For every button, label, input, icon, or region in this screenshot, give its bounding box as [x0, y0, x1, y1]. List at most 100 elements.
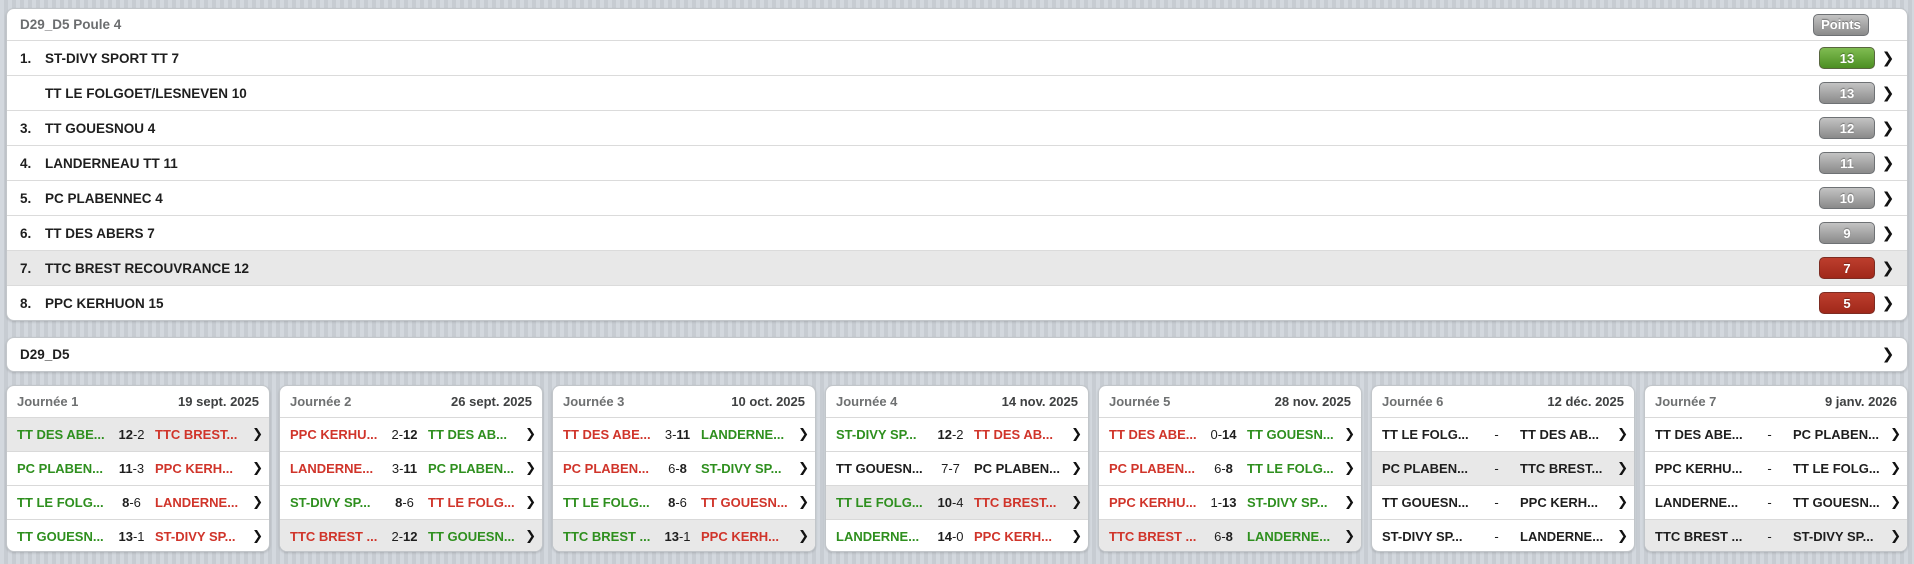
- away-team: LANDERNE...: [1247, 529, 1331, 544]
- chevron-right-icon: ❯: [1071, 427, 1082, 442]
- table-row[interactable]: TT LE FOLGOET/LESNEVEN 10 13 ❯: [7, 75, 1907, 110]
- match-row[interactable]: ST-DIVY SP... 12-2 TT DES AB... ❯: [826, 417, 1088, 451]
- match-row[interactable]: TT DES ABE... - PC PLABEN... ❯: [1645, 417, 1907, 451]
- away-team: TT GOUESN...: [428, 529, 515, 544]
- away-team: ST-DIVY SP...: [155, 529, 236, 544]
- home-score: 8: [668, 495, 676, 510]
- away-team: TT LE FOLG...: [1247, 461, 1334, 476]
- home-score: 11: [118, 461, 133, 476]
- match-row[interactable]: ST-DIVY SP... 8-6 TT LE FOLG... ❯: [280, 485, 542, 519]
- match-row[interactable]: TT DES ABE... 12-2 TTC BREST... ❯: [7, 417, 269, 451]
- standings-panel: D29_D5 Poule 4 Points 1. ST-DIVY SPORT T…: [6, 8, 1908, 321]
- round-date: 12 déc. 2025: [1547, 394, 1624, 409]
- home-score: 0: [1210, 427, 1218, 442]
- match-row[interactable]: TT LE FOLG... - TT DES AB... ❯: [1372, 417, 1634, 451]
- chevron-right-icon: ❯: [1881, 153, 1895, 172]
- home-team: TT LE FOLG...: [563, 495, 650, 510]
- match-row[interactable]: LANDERNE... 3-11 PC PLABEN... ❯: [280, 451, 542, 485]
- away-score: 2: [956, 427, 964, 442]
- round-label: Journée 2: [290, 394, 352, 409]
- table-row[interactable]: 3. TT GOUESNOU 4 12 ❯: [7, 110, 1907, 145]
- chevron-right-icon: ❯: [1881, 258, 1895, 277]
- match-row[interactable]: TT GOUESN... 13-1 ST-DIVY SP... ❯: [7, 519, 269, 551]
- score-separator: -: [1494, 529, 1499, 544]
- match-score: -: [1746, 427, 1793, 442]
- table-row[interactable]: 7. TTC BREST RECOUVRANCE 12 7 ❯: [7, 250, 1907, 285]
- match-row[interactable]: PPC KERHU... 1-13 ST-DIVY SP... ❯: [1099, 485, 1361, 519]
- round-date: 10 oct. 2025: [731, 394, 805, 409]
- table-row[interactable]: 4. LANDERNEAU TT 11 11 ❯: [7, 145, 1907, 180]
- home-team: LANDERNE...: [1655, 495, 1739, 510]
- match-row[interactable]: PC PLABEN... - TTC BREST... ❯: [1372, 451, 1634, 485]
- score-separator: -: [1767, 529, 1772, 544]
- round-card-header: Journée 2 26 sept. 2025: [280, 386, 542, 417]
- round-card-header: Journée 3 10 oct. 2025: [553, 386, 815, 417]
- match-row[interactable]: PPC KERHU... 2-12 TT DES AB... ❯: [280, 417, 542, 451]
- match-row[interactable]: TT DES ABE... 3-11 LANDERNE... ❯: [553, 417, 815, 451]
- match-row[interactable]: TT LE FOLG... 8-6 LANDERNE... ❯: [7, 485, 269, 519]
- points-badge: 13: [1819, 82, 1875, 104]
- round-matches: TT DES ABE... - PC PLABEN... ❯ PPC KERHU…: [1645, 417, 1907, 551]
- chevron-right-icon: ❯: [798, 461, 809, 476]
- table-row[interactable]: 5. PC PLABENNEC 4 10 ❯: [7, 180, 1907, 215]
- round-date: 9 janv. 2026: [1824, 394, 1897, 409]
- home-team: TT DES ABE...: [17, 427, 105, 442]
- chevron-right-icon: ❯: [1071, 529, 1082, 544]
- match-row[interactable]: TTC BREST ... 13-1 PPC KERH... ❯: [553, 519, 815, 551]
- away-team: TT LE FOLG...: [1793, 461, 1880, 476]
- match-row[interactable]: TT GOUESN... - PPC KERH... ❯: [1372, 485, 1634, 519]
- home-score: 14: [937, 529, 952, 544]
- match-row[interactable]: TT LE FOLG... 8-6 TT GOUESN... ❯: [553, 485, 815, 519]
- chevron-right-icon: ❯: [1881, 83, 1895, 102]
- home-team: TT DES ABE...: [1109, 427, 1197, 442]
- match-row[interactable]: TTC BREST ... 6-8 LANDERNE... ❯: [1099, 519, 1361, 551]
- match-row[interactable]: TTC BREST ... 2-12 TT GOUESN... ❯: [280, 519, 542, 551]
- score-separator: -: [675, 461, 680, 476]
- match-row[interactable]: TT LE FOLG... 10-4 TTC BREST... ❯: [826, 485, 1088, 519]
- home-team: ST-DIVY SP...: [1382, 529, 1463, 544]
- chevron-right-icon: ❯: [1617, 529, 1628, 544]
- round-card: Journée 1 19 sept. 2025 TT DES ABE... 12…: [6, 385, 270, 552]
- match-score: -: [1473, 427, 1520, 442]
- round-date: 28 nov. 2025: [1274, 394, 1351, 409]
- round-label: Journée 6: [1382, 394, 1444, 409]
- chevron-right-icon: ❯: [1344, 461, 1355, 476]
- points-badge: 9: [1819, 222, 1875, 244]
- match-score: 6-8: [654, 461, 701, 476]
- away-score: 14: [1222, 427, 1237, 442]
- away-team: TT DES AB...: [974, 427, 1053, 442]
- away-score: 1: [137, 529, 145, 544]
- chevron-right-icon: ❯: [252, 529, 263, 544]
- team-name: TTC BREST RECOUVRANCE 12: [45, 260, 250, 276]
- match-row[interactable]: PC PLABEN... 6-8 ST-DIVY SP... ❯: [553, 451, 815, 485]
- team-name: LANDERNEAU TT 11: [45, 155, 178, 171]
- table-row[interactable]: 8. PPC KERHUON 15 5 ❯: [7, 285, 1907, 320]
- match-score: 2-12: [381, 529, 428, 544]
- match-row[interactable]: PPC KERHU... - TT LE FOLG... ❯: [1645, 451, 1907, 485]
- home-team: PPC KERHU...: [290, 427, 378, 442]
- match-row[interactable]: ST-DIVY SP... - LANDERNE... ❯: [1372, 519, 1634, 551]
- match-row[interactable]: PC PLABEN... 11-3 PPC KERH... ❯: [7, 451, 269, 485]
- away-score: 12: [403, 529, 418, 544]
- home-team: PC PLABEN...: [563, 461, 649, 476]
- match-row[interactable]: LANDERNE... 14-0 PPC KERH... ❯: [826, 519, 1088, 551]
- match-row[interactable]: PC PLABEN... 6-8 TT LE FOLG... ❯: [1099, 451, 1361, 485]
- match-score: 3-11: [381, 461, 428, 476]
- division-bar[interactable]: D29_D5 ❯: [6, 337, 1908, 372]
- table-row[interactable]: 6. TT DES ABERS 7 9 ❯: [7, 215, 1907, 250]
- match-row[interactable]: TTC BREST ... - ST-DIVY SP... ❯: [1645, 519, 1907, 551]
- chevron-right-icon: ❯: [1617, 427, 1628, 442]
- round-card-header: Journée 1 19 sept. 2025: [7, 386, 269, 417]
- away-team: TT GOUESN...: [1247, 427, 1334, 442]
- match-row[interactable]: TT DES ABE... 0-14 TT GOUESN... ❯: [1099, 417, 1361, 451]
- home-team: TTC BREST ...: [290, 529, 378, 544]
- home-score: 2: [391, 427, 399, 442]
- table-row[interactable]: 1. ST-DIVY SPORT TT 7 13 ❯: [7, 40, 1907, 75]
- match-row[interactable]: TT GOUESN... 7-7 PC PLABEN... ❯: [826, 451, 1088, 485]
- home-team: TT GOUESN...: [17, 529, 104, 544]
- home-score: 8: [122, 495, 130, 510]
- away-score: 11: [676, 427, 691, 442]
- away-score: 0: [956, 529, 964, 544]
- match-row[interactable]: LANDERNE... - TT GOUESN... ❯: [1645, 485, 1907, 519]
- match-score: 12-2: [927, 427, 974, 442]
